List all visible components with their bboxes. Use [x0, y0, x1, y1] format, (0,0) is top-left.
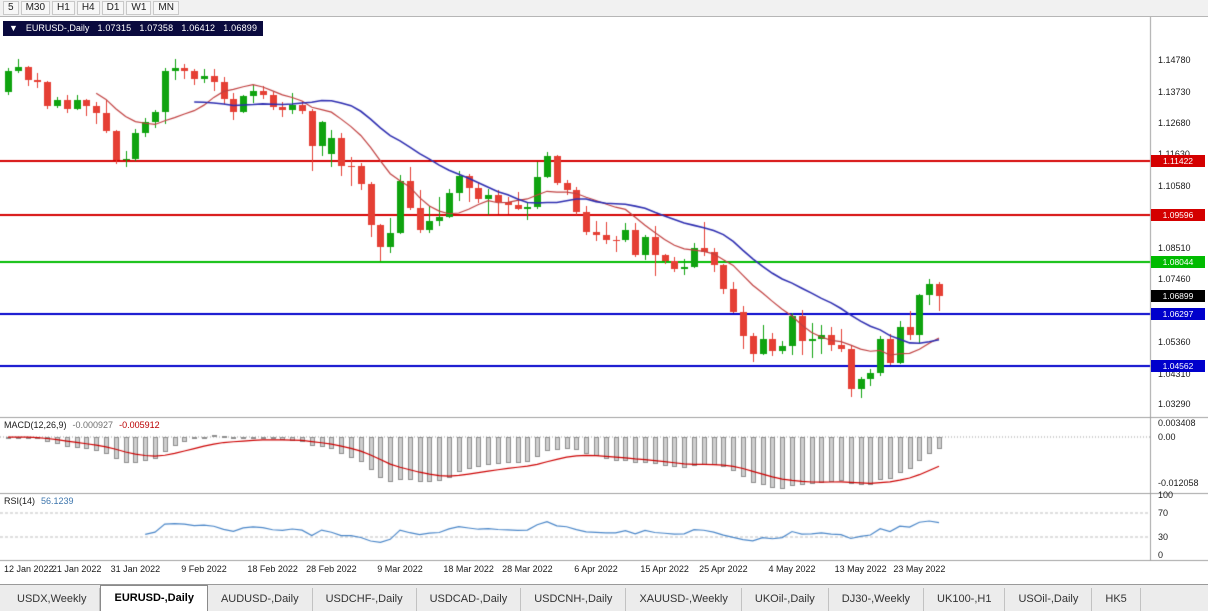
timeframe-button-h4[interactable]: H4: [76, 1, 100, 15]
symbol-tab-dj30-weekly[interactable]: DJ30-,Weekly: [829, 588, 925, 611]
timeframe-button-w1[interactable]: W1: [126, 1, 152, 15]
date-axis-label: 15 Apr 2022: [640, 564, 689, 574]
symbol-tab-usdx-weekly[interactable]: USDX,Weekly: [4, 588, 101, 611]
rsi-axis-label: 70: [1158, 508, 1169, 518]
price-axis-label: 1.03290: [1158, 399, 1191, 410]
date-axis-label: 9 Feb 2022: [181, 564, 227, 574]
price-level-tag: 1.08044: [1151, 255, 1205, 268]
close-value: 1.06899: [223, 23, 258, 33]
date-axis-label: 28 Feb 2022: [306, 564, 357, 574]
date-axis-label: 18 Mar 2022: [443, 564, 494, 574]
timeframe-toolbar: 5 M30 H1 H4 D1 W1 MN: [0, 0, 1208, 17]
date-axis-label: 18 Feb 2022: [247, 564, 298, 574]
collapse-arrow-icon[interactable]: ▼: [9, 23, 18, 33]
macd-signal-value: -0.005912: [119, 420, 160, 430]
price-chart-canvas[interactable]: [0, 17, 1208, 584]
macd-axis-zero-label: 0.00: [1158, 432, 1176, 442]
price-axis-label: 1.05360: [1158, 337, 1191, 348]
macd-main-value: -0.000927: [72, 420, 114, 430]
date-axis-label: 28 Mar 2022: [502, 564, 553, 574]
price-axis-label: 1.10580: [1158, 180, 1191, 191]
price-axis-label: 1.07460: [1158, 274, 1191, 285]
timeframe-button-h1[interactable]: H1: [52, 1, 75, 15]
price-level-tag: 1.09596: [1151, 209, 1205, 222]
rsi-axis-label: 100: [1158, 490, 1174, 500]
symbol-tabbar: USDX,Weekly EURUSD-,Daily AUDUSD-,Daily USD…: [0, 584, 1208, 611]
price-axis-label: 1.11630: [1158, 149, 1190, 159]
timeframe-button-mn[interactable]: MN: [153, 1, 179, 15]
symbol-ohlc-badge: ▼ EURUSD-,Daily 1.07315 1.07358 1.06412 …: [3, 21, 264, 36]
open-value: 1.07315: [97, 23, 132, 33]
symbol-tab-usdcnh-daily[interactable]: USDCNH-,Daily: [521, 588, 627, 611]
price-axis-label: 1.04310: [1158, 368, 1191, 379]
timeframe-button-m30[interactable]: M30: [20, 1, 51, 15]
macd-axis-min-label: -0.012058: [1158, 478, 1199, 488]
symbol-name: EURUSD-,Daily: [25, 23, 90, 33]
price-level-tag: 1.11422: [1151, 154, 1205, 167]
symbol-tab-audusd-daily[interactable]: AUDUSD-,Daily: [208, 588, 313, 611]
timeframe-button-5[interactable]: 5: [3, 1, 19, 15]
timeframe-button-d1[interactable]: D1: [101, 1, 125, 15]
price-axis-label: 1.13730: [1158, 86, 1191, 97]
symbol-tab-xauusd-weekly[interactable]: XAUUSD-,Weekly: [626, 588, 742, 611]
date-axis-label: 6 Apr 2022: [574, 564, 618, 574]
price-axis-label: 1.12680: [1158, 117, 1191, 128]
rsi-value: 56.1239: [41, 496, 74, 506]
date-axis-label: 31 Jan 2022: [110, 564, 161, 574]
chart-region: ▼ EURUSD-,Daily 1.07315 1.07358 1.06412 …: [0, 17, 1208, 584]
macd-indicator-label: MACD(12,26,9): [4, 420, 67, 430]
symbol-tab-hk5[interactable]: HK5: [1092, 588, 1141, 611]
current-price-tag: 1.06899: [1151, 290, 1205, 303]
date-axis-label: 23 May 2022: [893, 564, 946, 574]
macd-axis-max-label: 0.003408: [1158, 418, 1196, 428]
rsi-indicator-label: RSI(14): [4, 496, 36, 506]
symbol-tab-usdchf-daily[interactable]: USDCHF-,Daily: [313, 588, 417, 611]
date-axis-label: 9 Mar 2022: [377, 564, 423, 574]
symbol-tab-uk100-h1[interactable]: UK100-,H1: [924, 588, 1006, 611]
price-level-tag: 1.06297: [1151, 308, 1205, 321]
rsi-axis-label: 0: [1158, 550, 1164, 560]
date-axis-label: 13 May 2022: [834, 564, 887, 574]
rsi-axis-label: 30: [1158, 532, 1169, 542]
symbol-tab-usoil-daily[interactable]: USOil-,Daily: [1005, 588, 1093, 611]
date-axis-label: 25 Apr 2022: [699, 564, 748, 574]
rsi-pane-header: RSI(14) 56.1239: [4, 496, 74, 506]
date-axis-label: 21 Jan 2022: [51, 564, 102, 574]
high-value: 1.07358: [139, 23, 174, 33]
date-axis-label: 4 May 2022: [768, 564, 816, 574]
macd-pane-header: MACD(12,26,9) -0.000927 -0.005912: [4, 420, 160, 430]
symbol-tab-ukoil-daily[interactable]: UKOil-,Daily: [742, 588, 829, 611]
symbol-tab-eurusd-daily[interactable]: EURUSD-,Daily: [100, 585, 208, 611]
price-axis-label: 1.14780: [1158, 55, 1191, 66]
price-axis-label: 1.08510: [1158, 242, 1191, 253]
symbol-tab-usdcad-daily[interactable]: USDCAD-,Daily: [417, 588, 522, 611]
date-axis-label: 12 Jan 2022: [4, 564, 54, 574]
low-value: 1.06412: [181, 23, 216, 33]
price-level-tag: 1.04562: [1151, 360, 1205, 373]
